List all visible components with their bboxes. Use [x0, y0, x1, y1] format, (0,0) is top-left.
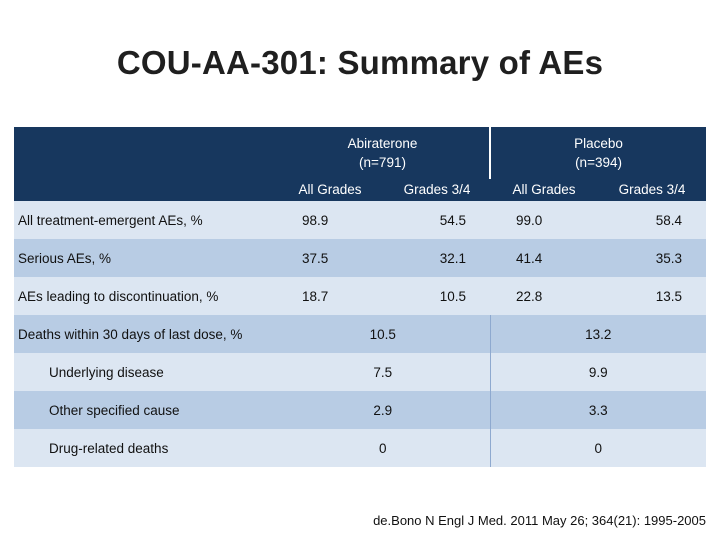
row-label: Other specified cause [14, 391, 276, 429]
subheader-abiraterone-grades-3-4: Grades 3/4 [384, 179, 491, 201]
table-row: Deaths within 30 days of last dose, % 10… [14, 315, 707, 353]
value-cell: 0 [489, 429, 707, 467]
source-citation: de.Bono N Engl J Med. 2011 May 26; 364(2… [373, 513, 706, 528]
value-cell: 54.5 [384, 201, 491, 239]
adverse-events-table: Abiraterone (n=791) Placebo (n=394) All … [14, 127, 707, 467]
row-label: Serious AEs, % [14, 239, 276, 277]
placebo-n: (n=394) [575, 155, 622, 170]
table-row: Drug-related deaths 0 0 [14, 429, 707, 467]
slide-title: COU-AA-301: Summary of AEs [116, 44, 604, 81]
value-cell: 37.5 [276, 239, 384, 277]
subheader-placebo-all-grades: All Grades [490, 179, 599, 201]
table-row: Other specified cause 2.9 3.3 [14, 391, 707, 429]
value-cell: 99.0 [490, 201, 599, 239]
header-blank-cell [14, 127, 276, 179]
value-cell: 10.5 [384, 277, 491, 315]
subheader-abiraterone-all-grades: All Grades [276, 179, 384, 201]
abiraterone-n: (n=791) [359, 155, 406, 170]
row-label: AEs leading to discontinuation, % [14, 277, 276, 315]
table-subheader-row: All Grades Grades 3/4 All Grades Grades … [14, 179, 707, 201]
row-label: Underlying disease [14, 353, 276, 391]
value-cell: 2.9 [276, 391, 491, 429]
table-row: AEs leading to discontinuation, % 18.7 1… [14, 277, 707, 315]
value-cell: 13.2 [489, 315, 707, 353]
abiraterone-group-header: Abiraterone (n=791) [276, 127, 491, 179]
abiraterone-name: Abiraterone [347, 136, 418, 151]
placebo-group-header: Placebo (n=394) [489, 127, 707, 179]
subheader-placebo-grades-3-4: Grades 3/4 [598, 179, 707, 201]
value-cell: 41.4 [490, 239, 599, 277]
value-cell: 13.5 [598, 277, 707, 315]
value-cell: 58.4 [598, 201, 707, 239]
value-cell: 98.9 [276, 201, 384, 239]
table-header-row: Abiraterone (n=791) Placebo (n=394) [14, 127, 707, 179]
row-label: Drug-related deaths [14, 429, 276, 467]
subheader-blank-cell [14, 179, 276, 201]
placebo-name: Placebo [574, 136, 623, 151]
value-cell: 22.8 [490, 277, 599, 315]
row-label: Deaths within 30 days of last dose, % [14, 315, 276, 353]
value-cell: 3.3 [489, 391, 707, 429]
value-cell: 10.5 [276, 315, 491, 353]
value-cell: 7.5 [276, 353, 491, 391]
row-label: All treatment-emergent AEs, % [14, 201, 276, 239]
table-row: All treatment-emergent AEs, % 98.9 54.5 … [14, 201, 707, 239]
table-row: Serious AEs, % 37.5 32.1 41.4 35.3 [14, 239, 707, 277]
value-cell: 35.3 [598, 239, 707, 277]
table-row: Underlying disease 7.5 9.9 [14, 353, 707, 391]
value-cell: 9.9 [489, 353, 707, 391]
value-cell: 0 [276, 429, 491, 467]
value-cell: 18.7 [276, 277, 384, 315]
value-cell: 32.1 [384, 239, 491, 277]
